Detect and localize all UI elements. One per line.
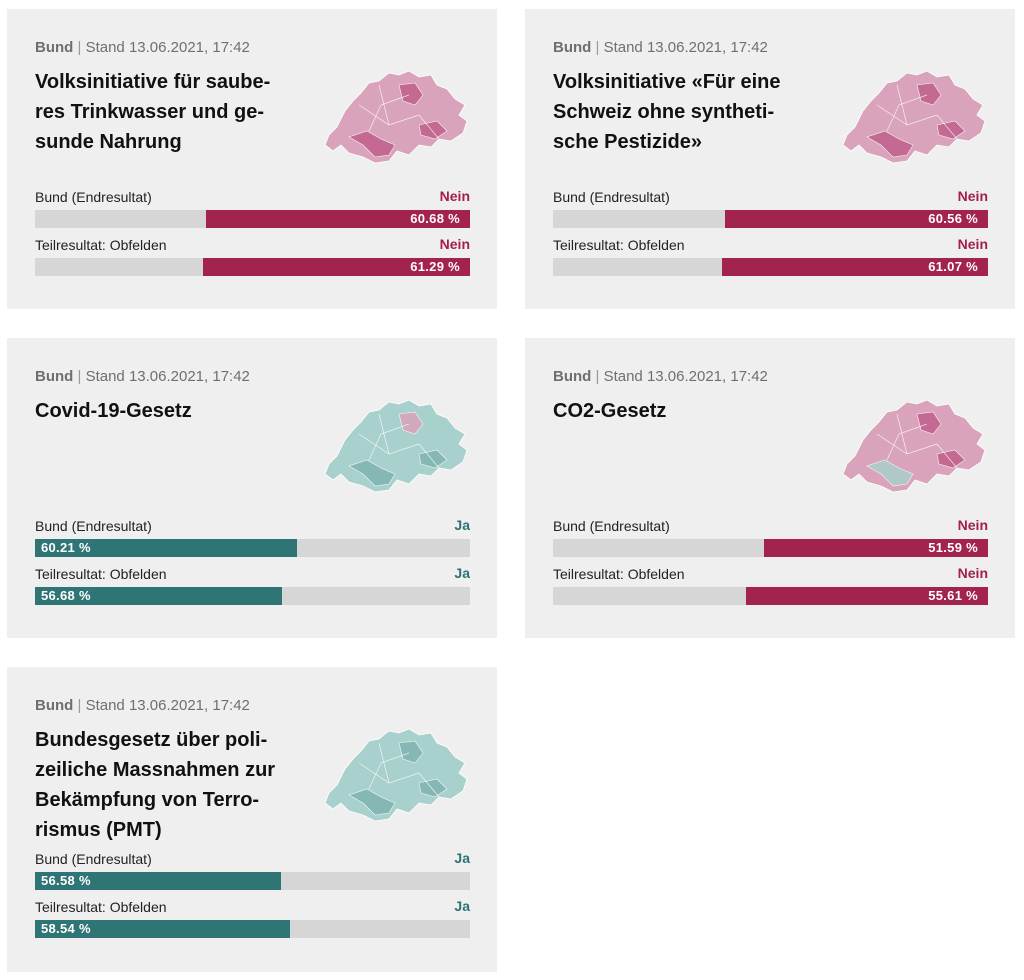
result-bar-fill: 55.61 % — [746, 587, 988, 605]
vote-title: Volksinitiative «Für eine Schweiz ohne s… — [553, 71, 781, 153]
result-bar-fill: 51.59 % — [764, 539, 988, 557]
result-verdict: Nein — [439, 188, 470, 204]
result-bar: 56.68 % — [35, 587, 470, 605]
switzerland-map-icon — [324, 399, 468, 493]
switzerland-map-icon — [324, 70, 468, 164]
card-meta: Bund | Stand 13.06.2021, 17:42 — [35, 39, 250, 56]
vote-card[interactable]: Bund | Stand 13.06.2021, 17:42 CO2-Geset… — [525, 338, 1015, 638]
vote-card[interactable]: Bund | Stand 13.06.2021, 17:42 Volksinit… — [7, 9, 497, 309]
result-verdict: Nein — [439, 236, 470, 252]
result-verdict: Nein — [957, 236, 988, 252]
result-bar: 61.07 % — [553, 258, 988, 276]
vote-card[interactable]: Bund | Stand 13.06.2021, 17:42 Volksinit… — [525, 9, 1015, 309]
result-verdict: Ja — [454, 565, 470, 581]
result-bar: 60.68 % — [35, 210, 470, 228]
result-row-municipality: Teilresultat: Obfelden Nein 61.29 % — [35, 236, 470, 285]
result-row-national: Bund (Endresultat) Nein 60.68 % — [35, 188, 470, 237]
result-bar-fill: 61.29 % — [203, 258, 470, 276]
vote-title: CO2-Gesetz — [553, 400, 667, 422]
result-verdict: Ja — [454, 517, 470, 533]
result-verdict: Nein — [957, 565, 988, 581]
result-row-national: Bund (Endresultat) Ja 60.21 % — [35, 517, 470, 566]
result-bar-fill: 60.21 % — [35, 539, 297, 557]
vote-title: Covid-19-Gesetz — [35, 400, 192, 422]
result-bar: 61.29 % — [35, 258, 470, 276]
vote-card[interactable]: Bund | Stand 13.06.2021, 17:42 Bundesges… — [7, 667, 497, 972]
result-bar-fill: 60.56 % — [725, 210, 988, 228]
result-label: Teilresultat: Obfelden — [553, 566, 685, 582]
vote-title: Volksinitiative für saube- res Trinkwass… — [35, 71, 271, 153]
result-bar: 56.58 % — [35, 872, 470, 890]
results-list: Bund (Endresultat) Ja 56.58 % Teilresult… — [35, 850, 470, 947]
results-list: Bund (Endresultat) Ja 60.21 % Teilresult… — [35, 517, 470, 614]
card-meta: Bund | Stand 13.06.2021, 17:42 — [553, 39, 768, 56]
result-label: Teilresultat: Obfelden — [553, 237, 685, 253]
result-row-municipality: Teilresultat: Obfelden Nein 61.07 % — [553, 236, 988, 285]
results-list: Bund (Endresultat) Nein 60.68 % Teilresu… — [35, 188, 470, 285]
switzerland-map-icon — [842, 70, 986, 164]
result-bar: 55.61 % — [553, 587, 988, 605]
result-bar-fill: 58.54 % — [35, 920, 290, 938]
result-bar-fill: 61.07 % — [722, 258, 988, 276]
result-bar-fill: 56.58 % — [35, 872, 281, 890]
result-label: Teilresultat: Obfelden — [35, 566, 167, 582]
result-label: Teilresultat: Obfelden — [35, 237, 167, 253]
result-bar-fill: 56.68 % — [35, 587, 282, 605]
vote-card[interactable]: Bund | Stand 13.06.2021, 17:42 Covid-19-… — [7, 338, 497, 638]
result-row-national: Bund (Endresultat) Nein 51.59 % — [553, 517, 988, 566]
result-bar: 60.21 % — [35, 539, 470, 557]
result-verdict: Ja — [454, 898, 470, 914]
switzerland-map-icon — [842, 399, 986, 493]
result-label: Bund (Endresultat) — [553, 518, 670, 534]
result-label: Bund (Endresultat) — [35, 518, 152, 534]
result-label: Bund (Endresultat) — [35, 189, 152, 205]
result-row-national: Bund (Endresultat) Nein 60.56 % — [553, 188, 988, 237]
card-meta: Bund | Stand 13.06.2021, 17:42 — [35, 368, 250, 385]
result-label: Bund (Endresultat) — [35, 851, 152, 867]
result-row-municipality: Teilresultat: Obfelden Ja 58.54 % — [35, 898, 470, 947]
card-meta: Bund | Stand 13.06.2021, 17:42 — [553, 368, 768, 385]
result-row-municipality: Teilresultat: Obfelden Ja 56.68 % — [35, 565, 470, 614]
result-bar: 58.54 % — [35, 920, 470, 938]
vote-title: Bundesgesetz über poli- zeiliche Massnah… — [35, 729, 276, 841]
results-list: Bund (Endresultat) Nein 51.59 % Teilresu… — [553, 517, 988, 614]
result-row-municipality: Teilresultat: Obfelden Nein 55.61 % — [553, 565, 988, 614]
result-row-national: Bund (Endresultat) Ja 56.58 % — [35, 850, 470, 899]
result-verdict: Ja — [454, 850, 470, 866]
result-label: Bund (Endresultat) — [553, 189, 670, 205]
result-bar: 60.56 % — [553, 210, 988, 228]
result-bar-fill: 60.68 % — [206, 210, 470, 228]
result-verdict: Nein — [957, 517, 988, 533]
result-bar: 51.59 % — [553, 539, 988, 557]
result-label: Teilresultat: Obfelden — [35, 899, 167, 915]
results-list: Bund (Endresultat) Nein 60.56 % Teilresu… — [553, 188, 988, 285]
switzerland-map-icon — [324, 728, 468, 822]
card-meta: Bund | Stand 13.06.2021, 17:42 — [35, 697, 250, 714]
result-verdict: Nein — [957, 188, 988, 204]
